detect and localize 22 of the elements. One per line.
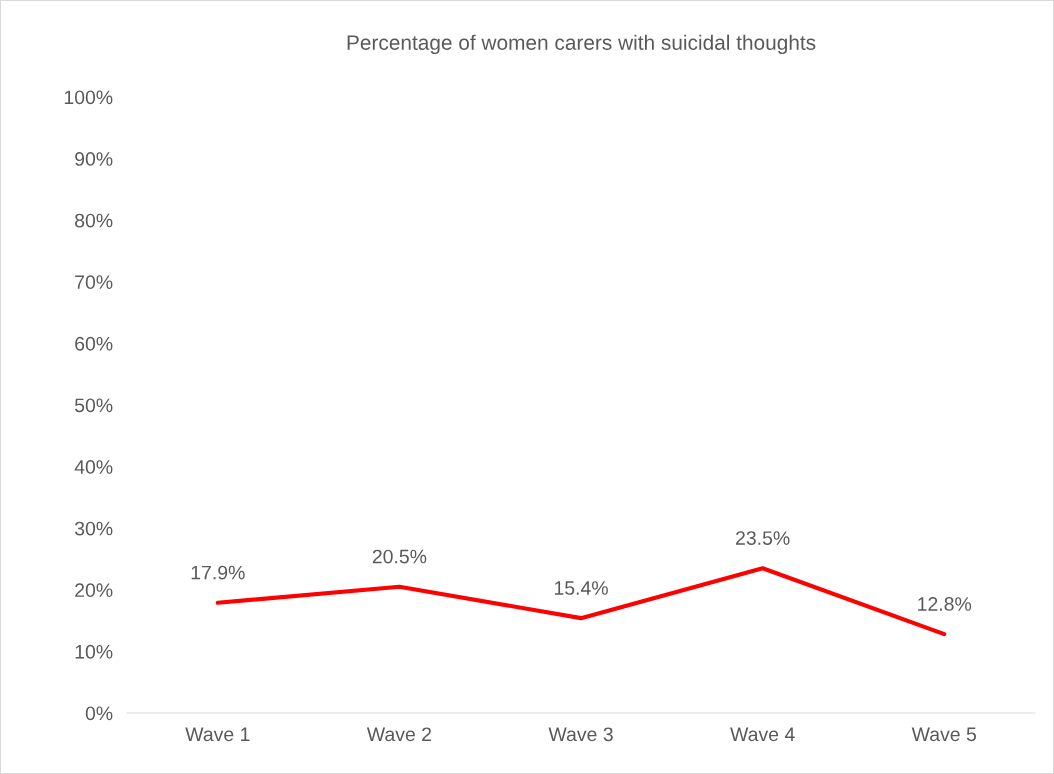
x-tick-label: Wave 4: [730, 727, 795, 742]
y-tick-label: 30%: [74, 521, 113, 536]
data-label: 17.9%: [191, 565, 245, 580]
y-tick-label: 40%: [74, 460, 113, 474]
y-tick-label: 80%: [75, 213, 113, 228]
y-tick-label: 0%: [85, 706, 113, 721]
data-label: 20.5%: [372, 549, 427, 564]
y-tick-label: 50%: [74, 398, 113, 413]
y-tick-label: 90%: [75, 152, 113, 166]
x-tick-label: Wave 1: [185, 727, 250, 742]
x-tick-label: Wave 2: [366, 727, 432, 742]
x-tick-label: Wave 5: [911, 727, 977, 742]
chart-title: Percentage of women carers with suicidal thoughts: [347, 34, 816, 55]
data-label: 23.5%: [736, 531, 790, 545]
data-label: 15.4%: [554, 581, 608, 595]
y-tick-label: 70%: [75, 275, 113, 290]
y-tick-label: 10%: [75, 644, 113, 659]
data-label: 12.8%: [918, 597, 972, 611]
y-tick-label: 60%: [75, 336, 113, 351]
y-tick-label: 100%: [64, 90, 113, 105]
y-tick-label: 20%: [75, 583, 113, 598]
x-tick-label: Wave 3: [548, 727, 613, 742]
